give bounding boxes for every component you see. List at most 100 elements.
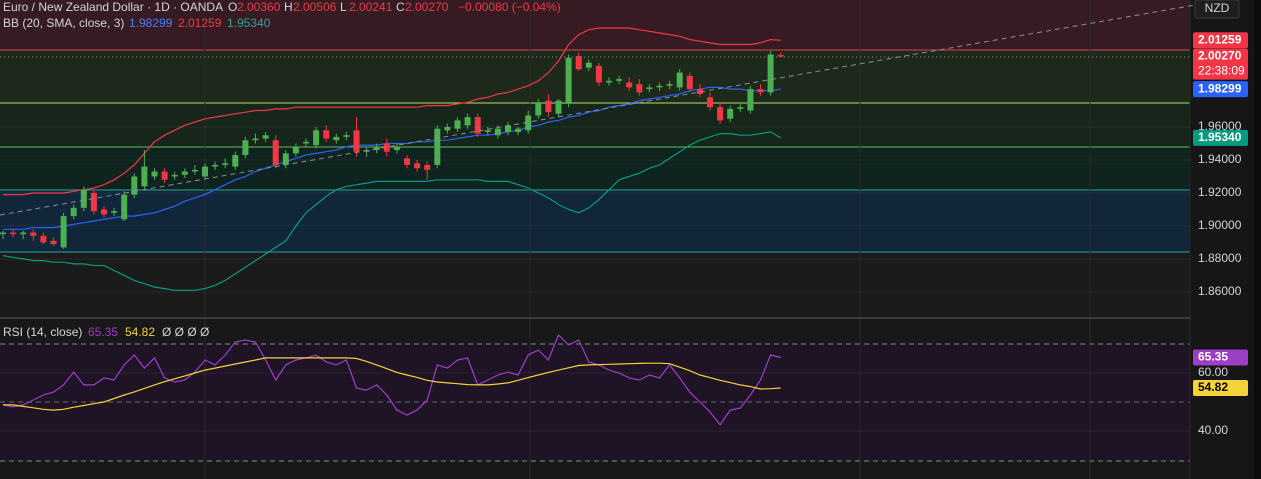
candle-body bbox=[616, 79, 623, 81]
candle-body bbox=[686, 75, 693, 90]
candle-body bbox=[292, 146, 299, 154]
price-label: 1.98299 bbox=[1198, 81, 1242, 95]
ohlc-key: C bbox=[396, 0, 405, 14]
candle-body bbox=[575, 56, 582, 70]
y-tick-label: 60.00 bbox=[1198, 365, 1228, 379]
price-label-box bbox=[1193, 380, 1248, 397]
zone bbox=[0, 147, 1190, 190]
candle-body bbox=[272, 140, 279, 165]
candle-body bbox=[393, 146, 400, 151]
candle-body bbox=[242, 140, 249, 156]
candle-body bbox=[0, 232, 6, 235]
plot bbox=[0, 27, 784, 426]
candle-body bbox=[707, 97, 713, 108]
y-tick-label: 1.86000 bbox=[1198, 284, 1242, 298]
candle-body bbox=[505, 125, 511, 132]
candle-body bbox=[494, 128, 501, 136]
bb-basis-value: 1.98299 bbox=[129, 16, 173, 30]
price-label-box bbox=[1193, 32, 1248, 49]
price-label-box bbox=[1193, 48, 1248, 80]
ohlc-key: O bbox=[228, 0, 237, 14]
rsi-ma-value: 54.82 bbox=[125, 325, 155, 339]
price-label: 2.00270 bbox=[1198, 49, 1242, 63]
y-tick-label: 1.92000 bbox=[1198, 185, 1242, 199]
candle-body bbox=[191, 169, 198, 172]
candle-body bbox=[282, 153, 289, 165]
candle-body bbox=[525, 115, 532, 131]
candle-body bbox=[484, 130, 491, 132]
candle-body bbox=[80, 189, 87, 208]
candle-body bbox=[757, 89, 764, 93]
y-tick-label: 1.94000 bbox=[1198, 152, 1242, 166]
candle-body bbox=[141, 166, 148, 187]
candle-body bbox=[666, 84, 673, 86]
scrollbar bbox=[1254, 0, 1261, 479]
candle-body bbox=[464, 117, 471, 126]
rsi-name: RSI (14, close) bbox=[3, 325, 82, 339]
y-tick-label: 1.88000 bbox=[1198, 251, 1242, 265]
candle-body bbox=[313, 130, 320, 146]
line bbox=[3, 357, 781, 411]
zone bbox=[0, 190, 1190, 252]
price-label: 65.35 bbox=[1198, 350, 1228, 364]
price-axis bbox=[1190, 0, 1261, 479]
candle-body bbox=[606, 80, 612, 83]
candle-body bbox=[515, 128, 522, 132]
price-label: 1.95340 bbox=[1198, 130, 1242, 144]
zone bbox=[0, 50, 1190, 103]
candle-body bbox=[20, 232, 27, 235]
candle-body bbox=[535, 102, 542, 116]
candle-body bbox=[696, 89, 703, 95]
candle-body bbox=[474, 117, 481, 134]
candle-body bbox=[595, 65, 602, 83]
trend-line bbox=[0, 4, 1196, 216]
candle-body bbox=[30, 232, 37, 236]
candle-body bbox=[50, 240, 57, 245]
band-line bbox=[3, 86, 781, 230]
ohlc-key: H bbox=[284, 0, 293, 14]
symbol: Euro / New Zealand Dollar · 1D · OANDA bbox=[3, 0, 223, 14]
rsi-extra: Ø Ø Ø Ø bbox=[162, 325, 209, 339]
candle-body bbox=[636, 84, 643, 93]
candle-body bbox=[737, 107, 744, 109]
candle-body bbox=[10, 232, 17, 235]
candle-body bbox=[717, 107, 724, 121]
candle-body bbox=[626, 82, 633, 88]
zones bbox=[0, 0, 1190, 253]
candle-body bbox=[727, 108, 734, 119]
candle-body bbox=[676, 72, 683, 88]
currency-box[interactable] bbox=[1194, 0, 1240, 19]
candle-body bbox=[767, 54, 774, 93]
candle-body bbox=[777, 55, 784, 57]
y-tick-label: 1.90000 bbox=[1198, 218, 1242, 232]
candle-body bbox=[585, 62, 592, 68]
price-label-box bbox=[1193, 129, 1248, 146]
candle-body bbox=[181, 171, 188, 175]
candle-body bbox=[232, 155, 239, 167]
candle-body bbox=[101, 209, 107, 215]
candle-body bbox=[262, 135, 269, 139]
candle-body bbox=[121, 194, 128, 220]
candle-body bbox=[40, 235, 47, 243]
currency[interactable]: NZD bbox=[1205, 1, 1230, 15]
y-tick-label: 1.96000 bbox=[1198, 119, 1242, 133]
candle-body bbox=[383, 143, 390, 152]
price-label-box bbox=[1193, 81, 1248, 98]
candle-body bbox=[414, 163, 421, 169]
candle-body bbox=[202, 166, 208, 177]
candle-body bbox=[60, 216, 67, 248]
candle-body bbox=[646, 87, 653, 90]
candle-body bbox=[545, 100, 552, 113]
price-label: 54.82 bbox=[1198, 380, 1228, 394]
candle-body bbox=[656, 85, 663, 88]
candle-body bbox=[212, 164, 219, 167]
candle-body bbox=[161, 171, 168, 180]
line bbox=[2, 333, 781, 426]
ohlc-value: 2.00270 bbox=[405, 0, 449, 14]
candle-body bbox=[444, 126, 451, 131]
candle-body bbox=[151, 171, 158, 177]
candle-body bbox=[323, 130, 330, 139]
candle-body bbox=[555, 100, 562, 114]
